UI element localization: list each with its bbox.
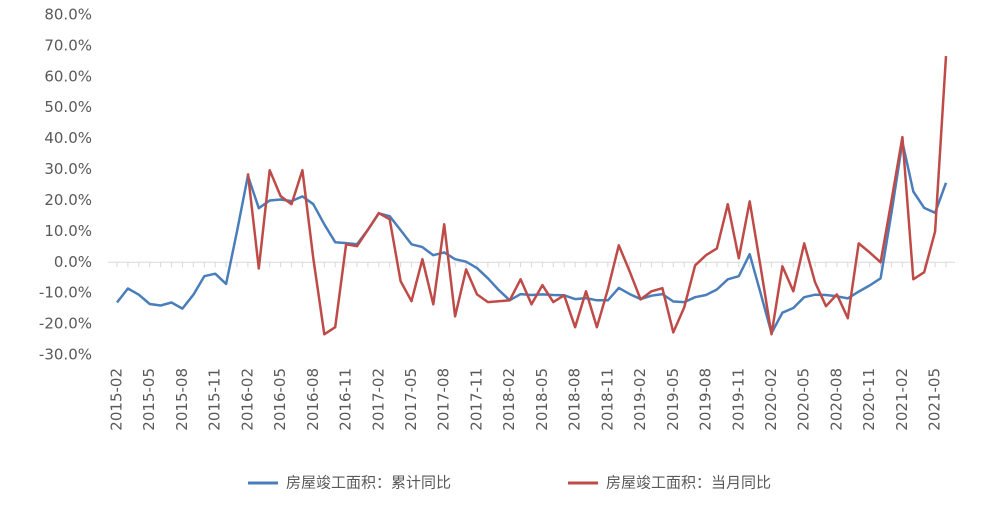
x-tick-label: 2019-02 xyxy=(631,368,649,431)
series-line xyxy=(246,56,948,336)
x-tick-label: 2021-02 xyxy=(893,368,911,431)
x-tick-label: 2017-05 xyxy=(402,368,420,431)
x-tick-label: 2018-11 xyxy=(598,368,616,431)
x-tick-label: 2017-11 xyxy=(467,368,485,431)
x-tick-label: 2018-05 xyxy=(533,368,551,431)
y-tick-label: 70.0% xyxy=(44,36,92,54)
x-tick-label: 2017-02 xyxy=(369,368,387,431)
x-tick-label: 2015-02 xyxy=(108,368,126,431)
y-tick-label: 30.0% xyxy=(44,160,92,178)
x-tick-label: 2019-05 xyxy=(664,368,682,431)
x-tick-label: 2016-05 xyxy=(271,368,289,431)
x-tick-label: 2017-08 xyxy=(435,368,453,431)
y-tick-label: 10.0% xyxy=(44,222,92,240)
y-tick-label: 80.0% xyxy=(44,6,92,24)
legend-label: 房屋竣工面积：累计同比 xyxy=(286,474,451,492)
y-tick-label: 60.0% xyxy=(44,67,92,85)
y-tick-label: -10.0% xyxy=(39,284,92,302)
y-tick-label: 50.0% xyxy=(44,98,92,116)
series-line xyxy=(116,140,948,335)
x-tick-label: 2016-11 xyxy=(337,368,355,431)
x-tick-label: 2018-08 xyxy=(566,368,584,431)
x-tick-label: 2020-02 xyxy=(762,368,780,431)
x-tick-label: 2015-11 xyxy=(206,368,224,431)
y-tick-label: 40.0% xyxy=(44,129,92,147)
x-tick-label: 2016-02 xyxy=(238,368,256,431)
x-tick-label: 2020-05 xyxy=(795,368,813,431)
x-tick-label: 2020-08 xyxy=(827,368,845,431)
y-tick-label: -20.0% xyxy=(39,315,92,333)
y-tick-label: 20.0% xyxy=(44,191,92,209)
x-tick-label: 2021-05 xyxy=(926,368,944,431)
y-tick-label: -30.0% xyxy=(39,346,92,364)
x-tick-label: 2015-08 xyxy=(173,368,191,431)
y-tick-label: 0.0% xyxy=(54,253,92,271)
x-tick-label: 2019-11 xyxy=(729,368,747,431)
x-tick-label: 2015-05 xyxy=(140,368,158,431)
x-tick-label: 2020-11 xyxy=(860,368,878,431)
x-tick-label: 2019-08 xyxy=(697,368,715,431)
x-tick-label: 2016-08 xyxy=(304,368,322,431)
legend-label: 房屋竣工面积：当月同比 xyxy=(606,474,771,492)
x-tick-label: 2018-02 xyxy=(500,368,518,431)
